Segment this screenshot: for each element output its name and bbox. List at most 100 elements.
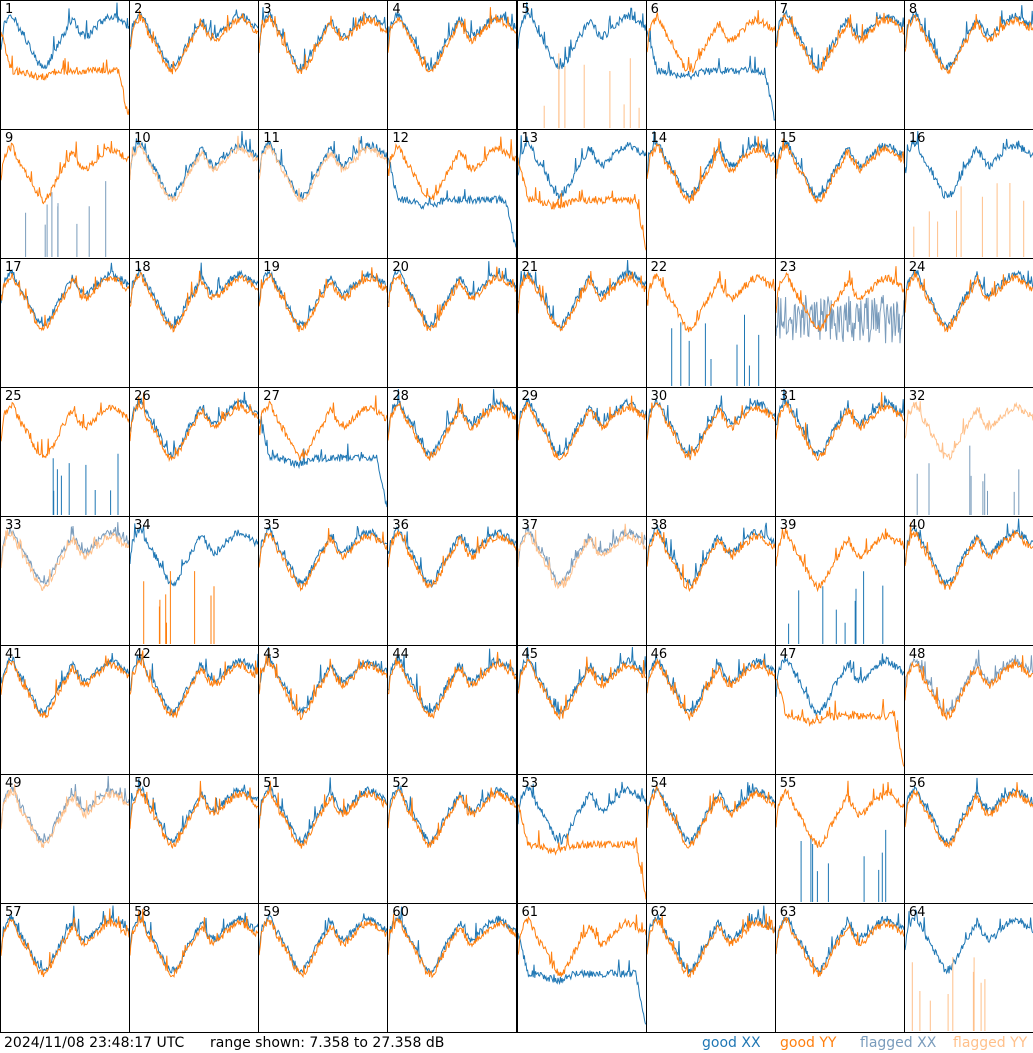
panel-number: 8 (908, 2, 918, 17)
series-flagged-xx-48 (904, 649, 1033, 715)
series-good-yy-57 (1, 908, 129, 978)
antenna-spectrum-35 (259, 526, 388, 592)
series-good-yy-52 (388, 787, 517, 848)
antenna-spectrum-44 (388, 648, 517, 719)
series-good-xx-35 (259, 526, 388, 587)
series-flagged-yy-37 (517, 523, 646, 590)
antenna-spectrum-5 (517, 1, 646, 128)
antenna-spectrum-63 (775, 913, 904, 977)
panel-number: 1 (5, 2, 14, 17)
series-good-yy-51 (259, 780, 388, 849)
antenna-panel-30: 30 (645, 387, 776, 517)
series-good-yy-50 (130, 780, 259, 850)
panel-number: 33 (5, 518, 22, 533)
antenna-panel-56: 56 (903, 774, 1033, 904)
series-good-xx-47 (775, 653, 904, 717)
antenna-spectrum-18 (130, 262, 259, 333)
antenna-spectrum-42 (130, 650, 259, 719)
panel-number: 61 (521, 905, 539, 920)
series-good-yy-12 (388, 136, 517, 201)
antenna-panel-54: 54 (645, 774, 776, 904)
series-flagged-yy-10 (130, 135, 259, 202)
panel-number: 40 (908, 518, 926, 533)
panel-number: 56 (908, 776, 926, 791)
panel-number: 37 (521, 518, 539, 533)
antenna-spectrum-59 (259, 913, 388, 979)
series-good-yy-24 (904, 270, 1033, 333)
antenna-spectrum-8 (904, 5, 1033, 75)
series-good-xx-18 (130, 262, 259, 329)
antenna-panel-35: 35 (258, 516, 389, 646)
series-good-yy-47 (775, 678, 904, 767)
antenna-panel-26: 26 (129, 387, 260, 517)
series-good-yy-25 (1, 401, 129, 459)
antenna-panel-57: 57 (0, 903, 131, 1033)
series-good-xx-52 (388, 784, 517, 847)
series-good-xx-27 (259, 416, 388, 508)
panel-number: 53 (521, 776, 539, 791)
antenna-panel-17: 17 (0, 258, 131, 388)
antenna-spectrum-54 (646, 782, 775, 849)
status-footer: 2024/11/08 23:48:17 UTC range shown: 7.3… (0, 1033, 1033, 1053)
antenna-spectrum-39 (775, 528, 904, 644)
antenna-panel-15: 15 (774, 129, 905, 259)
antenna-spectrum-7 (775, 9, 904, 74)
series-good-xx-61 (517, 932, 646, 1025)
range-text: range shown: 7.358 to 27.358 dB (210, 1035, 445, 1051)
panel-number: 58 (134, 905, 151, 920)
series-good-xx-8 (904, 5, 1033, 71)
antenna-spectrum-58 (130, 908, 259, 978)
series-flagged-xx-9 (25, 181, 107, 257)
panel-number: 16 (908, 131, 926, 146)
antenna-spectrum-23 (775, 266, 904, 344)
panel-number: 35 (263, 518, 280, 533)
series-good-yy-15 (775, 138, 904, 204)
antenna-panel-44: 44 (387, 645, 518, 775)
panel-number: 18 (134, 260, 151, 275)
panel-number: 64 (908, 905, 926, 920)
antenna-panel-8: 8 (903, 0, 1033, 130)
series-good-yy-56 (904, 782, 1033, 850)
legend-good-xx: good XX (702, 1035, 761, 1051)
antenna-spectrum-17 (1, 262, 129, 332)
antenna-panel-60: 60 (387, 903, 518, 1033)
series-good-yy-27 (259, 395, 388, 461)
antenna-panel-22: 22 (645, 258, 776, 388)
panel-number: 50 (134, 776, 151, 791)
antenna-panel-43: 43 (258, 645, 389, 775)
series-good-yy-18 (130, 270, 259, 333)
series-good-yy-39 (775, 528, 904, 593)
series-flagged-yy-32 (904, 401, 1033, 461)
antenna-spectrum-30 (646, 395, 775, 461)
series-good-yy-54 (646, 784, 775, 849)
antenna-spectrum-27 (259, 395, 388, 508)
panel-number: 11 (263, 131, 280, 146)
antenna-panel-20: 20 (387, 258, 518, 388)
antenna-spectrum-19 (259, 267, 388, 332)
panel-number: 34 (134, 518, 151, 533)
series-good-xx-39 (787, 571, 884, 644)
series-good-xx-19 (259, 270, 388, 328)
antenna-panel-58: 58 (129, 903, 260, 1033)
antenna-panel-37: 37 (516, 516, 647, 646)
antenna-panel-19: 19 (258, 258, 389, 388)
antenna-spectrum-49 (1, 775, 129, 849)
antenna-spectrum-32 (904, 401, 1033, 515)
series-good-yy-29 (517, 395, 646, 461)
series-flagged-yy-49 (1, 784, 129, 849)
antenna-panel-5: 5 (516, 0, 647, 130)
series-good-xx-25 (52, 453, 119, 515)
series-good-yy-2 (130, 10, 259, 75)
antenna-spectrum-16 (904, 130, 1033, 257)
series-good-xx-41 (1, 652, 129, 717)
series-good-yy-34 (143, 571, 215, 644)
series-good-xx-6 (646, 29, 775, 121)
antenna-panel-62: 62 (645, 903, 776, 1033)
panel-number: 46 (650, 647, 668, 662)
antenna-panel-4: 4 (387, 0, 518, 130)
panel-number: 36 (392, 518, 409, 533)
legend-flagged-xx: flagged XX (860, 1035, 937, 1051)
series-good-yy-41 (1, 655, 129, 719)
panel-number: 6 (650, 2, 659, 17)
